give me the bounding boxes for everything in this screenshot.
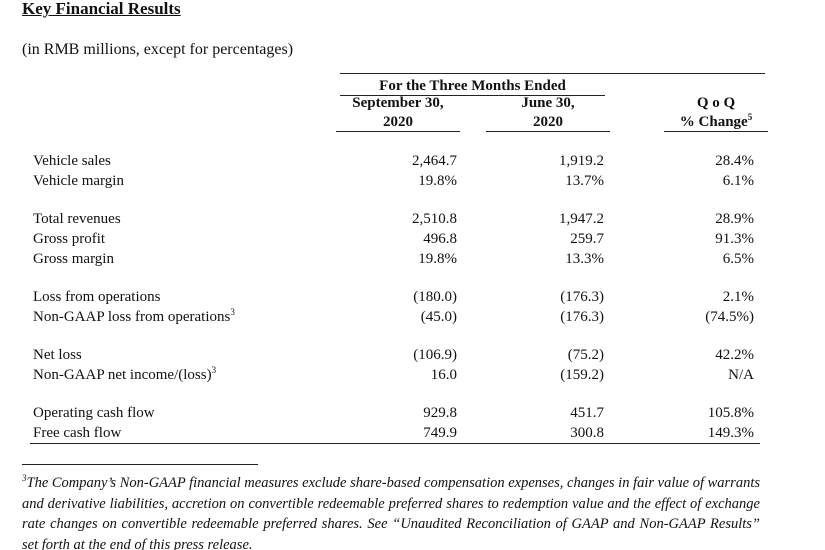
row-label: Net loss [33,346,82,364]
row-label-text: Gross profit [33,231,106,247]
column-header: 2020 [468,113,628,131]
row-label-text: Free cash flow [33,425,122,441]
column-header: June 30, [468,94,628,112]
cell-value: 929.8 [423,405,457,421]
cell-value: (176.3) [560,289,604,305]
row-label: Vehicle sales [33,152,111,170]
row-label: Operating cash flow [33,404,155,422]
row-label-text: Non-GAAP net income/(loss) [33,367,212,383]
cell-value: N/A [728,367,754,383]
column-header-text: June 30, [521,95,575,111]
row-note: 3 [230,307,235,317]
cell-value: (75.2) [567,347,604,363]
row-label-text: Total revenues [33,211,121,227]
column-note: 5 [747,112,753,122]
group-header: For the Three Months Ended [379,78,566,94]
cell-value: 13.7% [565,173,604,189]
cell-value: (159.2) [560,367,604,383]
row-label: Non-GAAP net income/(loss)3 [33,366,216,384]
row-label-text: Gross margin [33,251,114,267]
cell-value: 6.1% [722,173,754,189]
column-header-text: Q o Q [696,95,736,111]
cell-value: 496.8 [423,231,457,247]
footnote-text: The Company’s Non-GAAP financial measure… [22,475,760,550]
cell-value: (176.3) [560,309,604,325]
column-header-text: 2020 [383,114,413,130]
row-label-text: Operating cash flow [33,405,155,421]
footnote-marker: 3 [22,473,27,483]
row-label: Vehicle margin [33,172,124,190]
cell-value: (106.9) [413,347,457,363]
cell-value: 149.3% [707,425,754,441]
cell-value: 300.8 [570,425,604,441]
cell-value: 91.3% [715,231,754,247]
cell-value: 1,919.2 [559,153,604,169]
bottom-rule [30,443,760,444]
cell-value: 28.9% [715,211,754,227]
row-label: Gross profit [33,230,105,248]
column-header: 2020 [318,113,478,131]
cell-value: 13.3% [565,251,604,267]
cell-value: 749.9 [423,425,457,441]
row-label-text: Net loss [33,347,82,363]
cell-value: (180.0) [413,289,457,305]
subtitle: (in RMB millions, except for percentages… [22,41,294,58]
cell-value: (74.5%) [705,309,754,325]
cell-value: 16.0 [430,367,457,383]
cell-value: (45.0) [420,309,457,325]
cell-value: 2,510.8 [412,211,457,227]
footnote-rule [22,464,258,465]
cell-value: 2,464.7 [412,153,457,169]
cell-value: 19.8% [418,251,457,267]
column-header-text: % Change [679,114,748,130]
column-header-text: September 30, [352,95,444,111]
row-note: 3 [211,365,217,375]
row-label: Total revenues [33,210,121,228]
row-label-text: Non-GAAP loss from operations [33,309,231,325]
row-label-text: Vehicle margin [33,173,124,189]
column-header: Q o Q [636,94,796,112]
cell-value: 105.8% [707,405,754,421]
cell-value: 1,947.2 [559,211,604,227]
column-rule [486,131,610,132]
cell-value: 2.1% [722,289,754,305]
top-rule [340,73,765,74]
row-label: Gross margin [33,250,114,268]
cell-value: 451.7 [570,405,604,421]
row-label-text: Vehicle sales [33,153,111,169]
title: Key Financial Results [22,0,181,18]
column-rule [336,131,460,132]
cell-value: 6.5% [722,251,754,267]
cell-value: 19.8% [418,173,457,189]
column-header: September 30, [318,94,478,112]
footnote: 3The Company’s Non-GAAP financial measur… [22,473,760,550]
row-label: Non-GAAP loss from operations3 [33,308,235,326]
column-header: % Change5 [636,113,796,131]
row-label: Free cash flow [33,424,121,442]
cell-value: 259.7 [570,231,604,247]
group-rule [340,95,605,96]
cell-value: 28.4% [715,153,754,169]
column-header-text: 2020 [533,114,563,130]
cell-value: 42.2% [715,347,754,363]
row-label: Loss from operations [33,288,160,306]
column-rule [664,131,768,132]
row-label-text: Loss from operations [33,289,161,305]
